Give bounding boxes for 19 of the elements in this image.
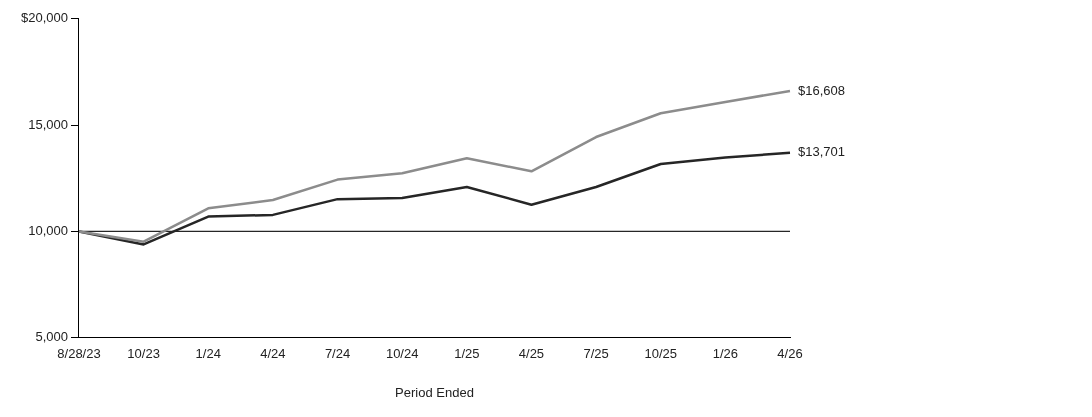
x-axis-title: Period Ended [395,384,474,400]
y-tick-label: 15,000 [28,116,68,132]
x-tick-label: 10/24 [385,346,419,362]
y-tick-label: 10,000 [28,223,68,239]
data-label: $16,608 [798,82,845,98]
y-tick-label: $20,000 [20,10,68,26]
x-tick-label: 4/25 [518,346,545,362]
x-tick-label: 4/26 [777,346,803,362]
x-tick-label: 1/24 [195,346,221,362]
x-tick-label: 1/25 [454,346,480,362]
x-tick-label: 7/24 [324,346,351,362]
x-tick-label: 7/25 [583,346,609,362]
x-tick-label: 10/23 [127,346,160,362]
data-label: $13,701 [798,144,845,160]
y-tick-label: 5,000 [35,329,68,345]
x-tick-label: 1/26 [712,346,739,362]
x-tick-label: 4/24 [260,346,286,362]
x-tick-label: 10/25 [644,346,677,362]
x-tick-label: 8/28/23 [57,346,101,362]
